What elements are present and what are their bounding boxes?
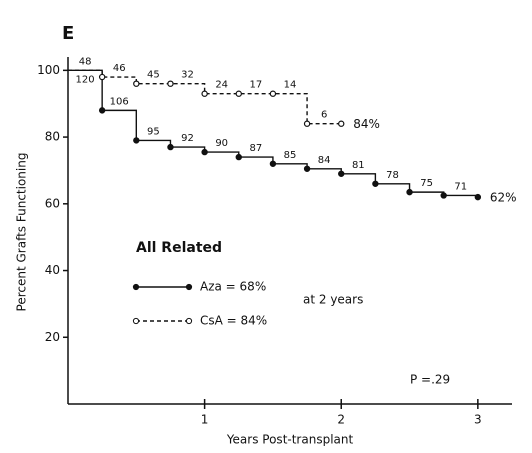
at-risk-label: 71 xyxy=(454,181,467,192)
point xyxy=(167,80,174,87)
point xyxy=(303,120,311,127)
point xyxy=(98,73,106,81)
legend-point xyxy=(132,317,140,325)
x-tick-label: 1 xyxy=(201,413,209,427)
at-risk-label: 120 xyxy=(76,74,95,85)
survival-line xyxy=(68,69,479,198)
point xyxy=(269,160,277,167)
legend-label: Aza = 68% xyxy=(200,280,266,294)
point xyxy=(235,90,242,97)
point xyxy=(133,80,140,87)
y-tick-label: 40 xyxy=(45,263,60,277)
point xyxy=(338,120,345,127)
at-risk-label: 85 xyxy=(284,150,297,161)
p-value: P =.29 xyxy=(410,373,450,387)
point xyxy=(201,90,208,97)
chart-title: All Related xyxy=(136,240,222,256)
at-risk-label: 32 xyxy=(181,70,194,81)
at-risk-label: 48 xyxy=(79,56,92,67)
point xyxy=(474,193,482,201)
y-axis-label: Percent Grafts Functioning xyxy=(15,153,29,312)
legend-note: at 2 years xyxy=(303,293,363,307)
legend-point xyxy=(185,283,193,291)
y-tick-label: 60 xyxy=(45,196,60,210)
point xyxy=(167,143,174,151)
at-risk-label: 95 xyxy=(147,126,160,137)
panel-label: E xyxy=(62,23,74,44)
point xyxy=(269,90,277,97)
at-risk-label: 78 xyxy=(386,170,399,181)
point xyxy=(201,148,208,156)
at-risk-label: 45 xyxy=(147,70,160,81)
at-risk-label: 6 xyxy=(321,110,327,121)
point xyxy=(235,153,242,161)
survival-line xyxy=(68,69,342,125)
at-risk-label: 90 xyxy=(215,138,228,149)
at-risk-label: 17 xyxy=(249,80,262,91)
end-label: 62% xyxy=(490,191,517,205)
y-tick-label: 100 xyxy=(37,63,60,77)
at-risk-label: 84 xyxy=(318,155,331,166)
at-risk-label: 75 xyxy=(420,178,433,189)
x-tick-label: 3 xyxy=(474,413,482,427)
legend-point xyxy=(132,283,140,291)
at-risk-label: 24 xyxy=(215,80,228,91)
point xyxy=(303,165,311,172)
y-tick-label: 20 xyxy=(45,330,60,344)
point xyxy=(338,170,345,177)
point xyxy=(98,107,106,114)
at-risk-label: 81 xyxy=(352,160,365,171)
point xyxy=(133,137,140,144)
at-risk-label: 14 xyxy=(284,80,297,91)
point xyxy=(406,188,413,196)
at-risk-label: 92 xyxy=(181,133,194,144)
at-risk-label: 106 xyxy=(110,96,129,107)
at-risk-label: 87 xyxy=(249,143,262,154)
legend-label: CsA = 84% xyxy=(200,314,267,328)
point xyxy=(440,192,447,199)
legend-point xyxy=(185,317,193,325)
at-risk-label: 46 xyxy=(113,63,126,74)
end-label: 84% xyxy=(353,117,380,131)
x-tick-label: 2 xyxy=(337,413,345,427)
point xyxy=(372,180,379,187)
x-axis-label: Years Post-transplant xyxy=(226,433,354,447)
y-tick-label: 80 xyxy=(45,130,60,144)
